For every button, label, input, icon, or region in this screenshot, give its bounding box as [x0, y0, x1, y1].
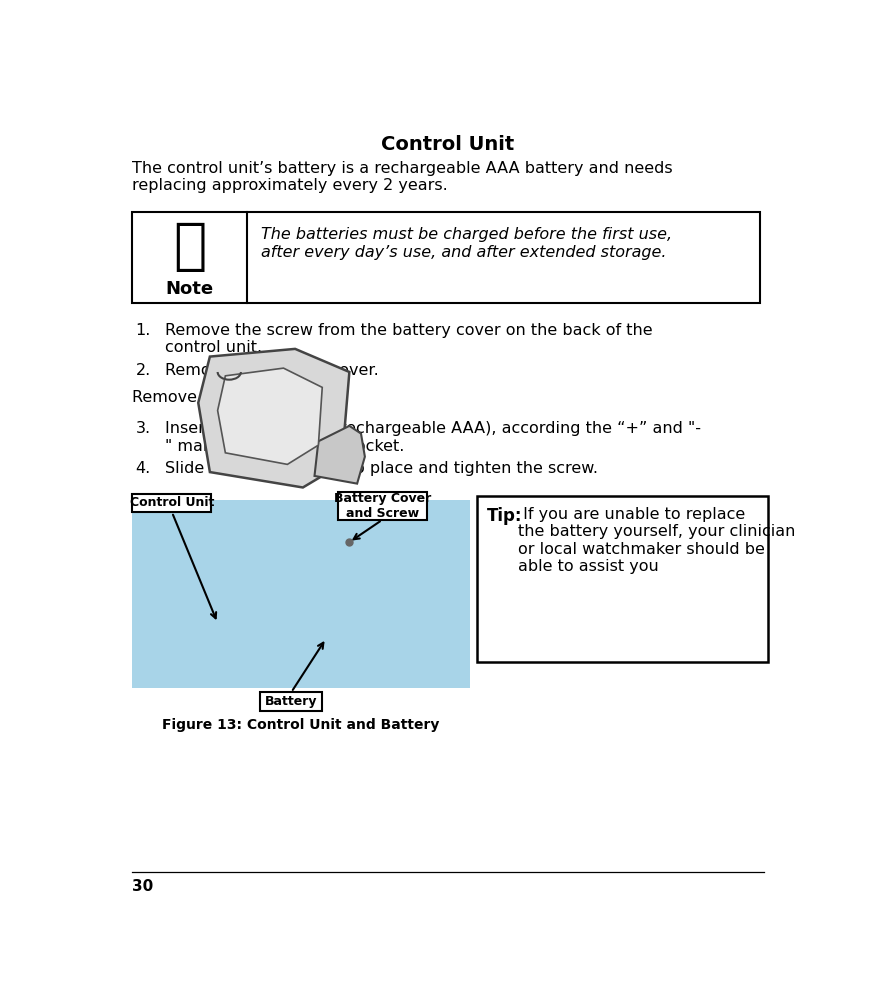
- Text: Insert a new battery (rechargeable AAA), according the “+” and "-
" marks in the: Insert a new battery (rechargeable AAA),…: [165, 421, 701, 454]
- Text: If you are unable to replace
the battery yourself, your clinician
or local watch: If you are unable to replace the battery…: [518, 507, 795, 574]
- Polygon shape: [217, 368, 322, 465]
- Text: Tip:: Tip:: [486, 507, 522, 525]
- Polygon shape: [198, 349, 349, 488]
- Text: Battery: Battery: [265, 696, 318, 708]
- Polygon shape: [314, 426, 365, 484]
- Text: 30: 30: [133, 879, 154, 894]
- Text: The control unit’s battery is a rechargeable AAA battery and needs
replacing app: The control unit’s battery is a recharge…: [133, 161, 673, 194]
- Bar: [133, 500, 470, 688]
- Text: Figure 13: Control Unit and Battery: Figure 13: Control Unit and Battery: [162, 718, 440, 732]
- Bar: [133, 494, 211, 512]
- Text: 1.: 1.: [135, 323, 151, 338]
- Text: 💡: 💡: [173, 220, 206, 273]
- Text: 2.: 2.: [135, 363, 151, 378]
- Text: The batteries must be charged before the first use,
after every day’s use, and a: The batteries must be charged before the…: [261, 227, 672, 260]
- Bar: [478, 496, 768, 661]
- Bar: [133, 212, 760, 302]
- Text: Note: Note: [166, 279, 214, 297]
- Text: Remove the old battery.: Remove the old battery.: [133, 390, 326, 405]
- Text: 3.: 3.: [135, 421, 151, 436]
- Text: Control Unit: Control Unit: [381, 135, 514, 154]
- Text: Remove the battery cover.: Remove the battery cover.: [165, 363, 379, 378]
- Text: Slide the cover back into place and tighten the screw.: Slide the cover back into place and tigh…: [165, 462, 598, 477]
- Text: Remove the screw from the battery cover on the back of the
control unit.: Remove the screw from the battery cover …: [165, 323, 652, 355]
- Text: Control Unit: Control Unit: [130, 496, 214, 509]
- Bar: [260, 692, 322, 711]
- Bar: [338, 492, 427, 520]
- Text: 4.: 4.: [135, 462, 151, 477]
- Text: Battery Cover
and Screw: Battery Cover and Screw: [333, 492, 431, 520]
